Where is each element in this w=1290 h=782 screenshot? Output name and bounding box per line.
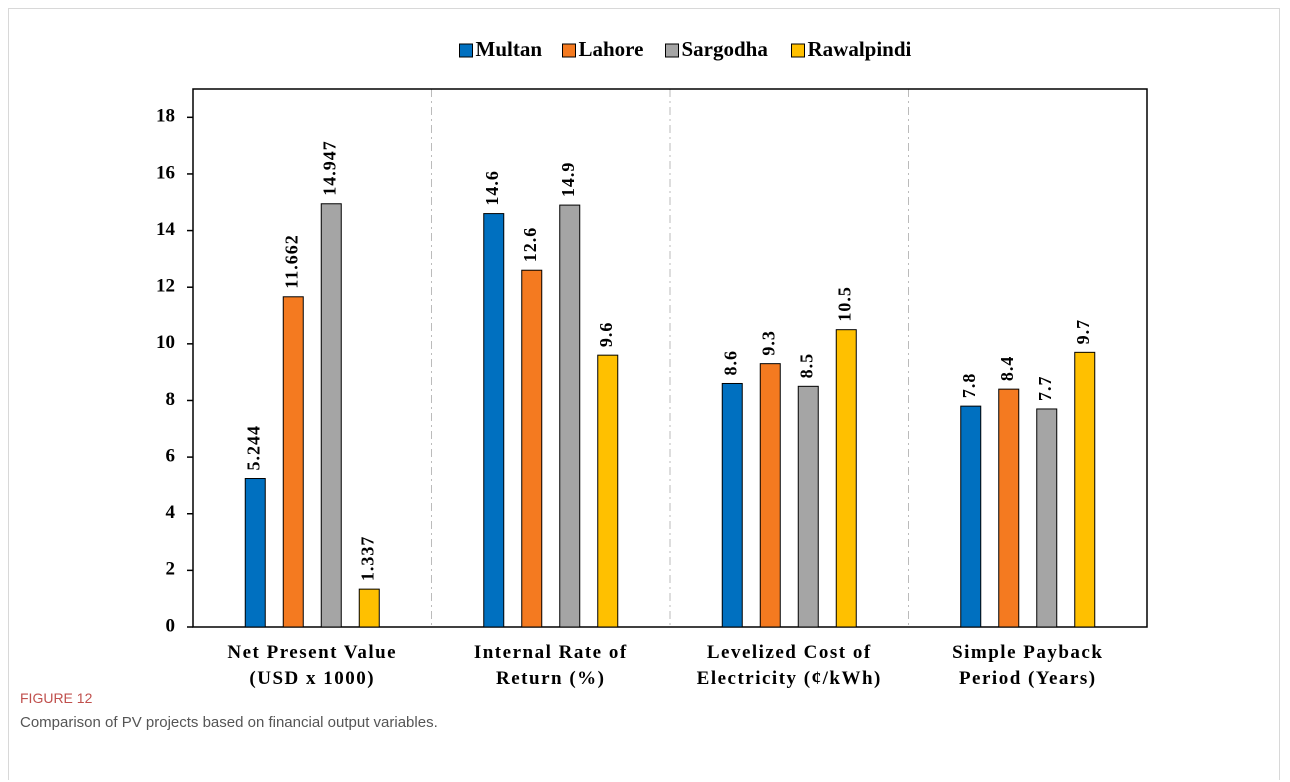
legend-swatch bbox=[459, 43, 473, 58]
chart: 0 2 4 6 8 10 12 14 16 18 5.244 11.662 14.947 1.337 14.… bbox=[156, 37, 1148, 636]
value-label: 8.4 bbox=[997, 356, 1017, 382]
x-tick-label: Simple Payback Period (Years) bbox=[952, 642, 1104, 689]
value-label: 9.6 bbox=[596, 322, 616, 348]
value-label: 9.7 bbox=[1073, 319, 1093, 345]
y-tick-label: 16 bbox=[156, 162, 175, 183]
legend-label: Rawalpindi bbox=[808, 37, 912, 61]
bar bbox=[797, 385, 819, 628]
y-tick-label: 2 bbox=[166, 559, 176, 580]
value-label: 8.6 bbox=[720, 350, 740, 376]
bar bbox=[721, 382, 743, 628]
x-tick-label: Net Present Value (USD x 1000) bbox=[227, 642, 398, 689]
legend-label: Multan bbox=[476, 37, 543, 61]
bar bbox=[835, 329, 857, 628]
value-label: 1.337 bbox=[357, 536, 377, 582]
value-label: 9.3 bbox=[758, 330, 778, 356]
bar bbox=[244, 478, 266, 628]
bar bbox=[559, 204, 581, 628]
y-tick-label: 14 bbox=[156, 219, 176, 240]
legend-swatch bbox=[562, 43, 576, 58]
value-label: 11.662 bbox=[281, 234, 301, 289]
bar bbox=[998, 388, 1020, 628]
bar bbox=[597, 354, 619, 628]
legend-label: Sargodha bbox=[682, 37, 769, 61]
y-tick-label: 10 bbox=[156, 332, 175, 353]
bar bbox=[759, 363, 781, 628]
figure-card bbox=[8, 8, 1280, 780]
legend-label: Lahore bbox=[579, 37, 644, 61]
x-tick-label: Levelized Cost of Electricity (¢/kWh) bbox=[696, 642, 882, 689]
value-label: 14.9 bbox=[558, 162, 578, 198]
legend-swatch bbox=[665, 43, 679, 58]
caption: Comparison of PV projects based on finan… bbox=[20, 714, 438, 731]
legend-swatch bbox=[791, 43, 805, 58]
y-tick-label: 6 bbox=[166, 445, 176, 466]
value-label: 14.947 bbox=[319, 140, 339, 196]
value-label: 5.244 bbox=[243, 425, 263, 471]
bar bbox=[282, 296, 304, 628]
bar bbox=[1074, 351, 1096, 628]
value-label: 12.6 bbox=[520, 227, 540, 263]
y-tick-label: 0 bbox=[166, 615, 176, 636]
y-tick-label: 12 bbox=[156, 276, 175, 297]
figure-label: FIGURE 12 bbox=[20, 690, 93, 706]
plot-frame bbox=[192, 88, 1148, 628]
x-tick-label: Internal Rate of Return (%) bbox=[473, 642, 628, 689]
y-tick-label: 8 bbox=[166, 389, 176, 410]
bar bbox=[358, 588, 380, 628]
bar bbox=[320, 203, 342, 628]
value-label: 7.8 bbox=[959, 373, 979, 399]
y-tick-label: 4 bbox=[166, 502, 176, 523]
value-label: 14.6 bbox=[482, 170, 502, 206]
bar bbox=[521, 269, 543, 628]
bar bbox=[483, 213, 505, 628]
bar bbox=[960, 405, 982, 628]
value-label: 10.5 bbox=[834, 286, 854, 322]
value-label: 7.7 bbox=[1035, 375, 1055, 401]
value-label: 8.5 bbox=[796, 353, 816, 379]
y-tick-label: 18 bbox=[156, 106, 175, 127]
bar bbox=[1036, 408, 1058, 628]
